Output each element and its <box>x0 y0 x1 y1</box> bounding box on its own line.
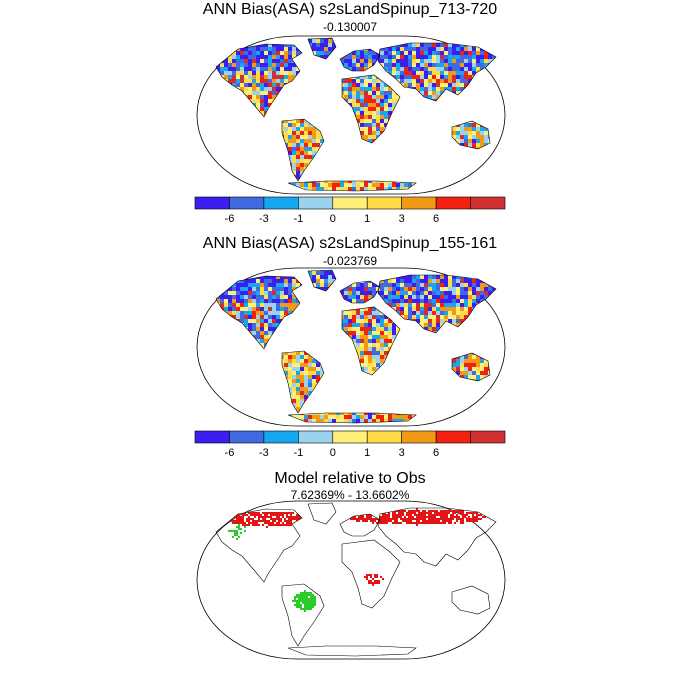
colorbar-tick-label: -3 <box>259 447 269 459</box>
colorbar-155-161: -6 -3 -1 0 1 3 6 <box>194 430 506 459</box>
panel1-subtitle: -0.130007 <box>322 20 378 34</box>
asia-outline <box>377 507 497 567</box>
colorbar-swatch <box>194 196 230 210</box>
europe-outline <box>339 48 381 72</box>
bias-map-713-720 <box>196 35 506 195</box>
panel1-title: ANN Bias(ASA) s2sLandSpinup_713-720 <box>202 1 498 18</box>
colorbar-swatch <box>229 430 265 444</box>
europe-outline <box>339 513 381 537</box>
colorbar-swatch <box>298 430 334 444</box>
colorbar-713-720: -6 -3 -1 0 1 3 6 <box>194 196 506 225</box>
coastlines <box>215 37 497 192</box>
colorbar-swatch <box>366 196 402 210</box>
greenland-outline <box>307 269 337 292</box>
colorbar-swatch <box>194 430 230 444</box>
colorbar-swatch <box>332 430 368 444</box>
asia-outline <box>377 42 497 102</box>
bias-map-155-161 <box>196 267 506 427</box>
antarctica-outline <box>287 180 417 192</box>
north-america-outline <box>215 43 303 118</box>
colorbar-swatch <box>263 196 299 210</box>
greenland-outline <box>307 502 337 525</box>
colorbar-tick-label: -6 <box>225 213 235 225</box>
colorbar-swatch <box>435 196 471 210</box>
colorbar-swatch <box>470 196 506 210</box>
colorbar-swatch <box>435 430 471 444</box>
colorbar-tick-label: -6 <box>225 447 235 459</box>
panel2-subtitle: -0.023769 <box>322 254 378 268</box>
colorbar-tick-label: -3 <box>259 213 269 225</box>
antarctica-outline <box>287 412 417 424</box>
globe-outline <box>196 500 506 660</box>
colorbar-tick-label: -1 <box>293 213 303 225</box>
panel3-subtitle: 7.62369% - 13.6602% <box>290 488 410 502</box>
colorbar-swatch <box>366 430 402 444</box>
colorbar-swatch <box>332 196 368 210</box>
antarctica-outline <box>287 645 417 657</box>
greenland-outline <box>307 37 337 60</box>
colorbar-tick-label: 0 <box>330 447 336 459</box>
asia-outline <box>377 274 497 334</box>
colorbar-tick-label: 1 <box>364 213 370 225</box>
colorbar-tick-label: 3 <box>399 447 405 459</box>
coastlines <box>215 269 497 424</box>
model-relative-map <box>196 500 506 660</box>
colorbar-swatch <box>401 196 437 210</box>
colorbar-tick-label: 0 <box>330 213 336 225</box>
south-america-outline <box>281 350 325 414</box>
australia-outline <box>451 352 491 382</box>
panel2-title: ANN Bias(ASA) s2sLandSpinup_155-161 <box>202 235 498 252</box>
colorbar-tick-label: 1 <box>364 447 370 459</box>
colorbar-tick-label: -1 <box>293 447 303 459</box>
colorbar-swatch <box>229 196 265 210</box>
colorbar-swatch <box>298 196 334 210</box>
colorbar-tick-label: 6 <box>433 213 439 225</box>
australia-outline <box>451 585 491 615</box>
colorbar-swatch <box>470 430 506 444</box>
australia-outline <box>451 120 491 150</box>
colorbar-swatch <box>263 430 299 444</box>
africa-outline <box>341 74 401 144</box>
north-america-outline <box>215 275 303 350</box>
europe-outline <box>339 280 381 304</box>
south-america-outline <box>281 583 325 647</box>
north-america-outline <box>215 508 303 583</box>
africa-outline <box>341 306 401 376</box>
colorbar-swatch <box>401 430 437 444</box>
colorbar-tick-label: 6 <box>433 447 439 459</box>
panel3-title: Model relative to Obs <box>274 470 426 487</box>
coastlines <box>215 502 497 657</box>
colorbar-tick-label: 3 <box>399 213 405 225</box>
africa-outline <box>341 539 401 609</box>
south-america-outline <box>281 118 325 182</box>
